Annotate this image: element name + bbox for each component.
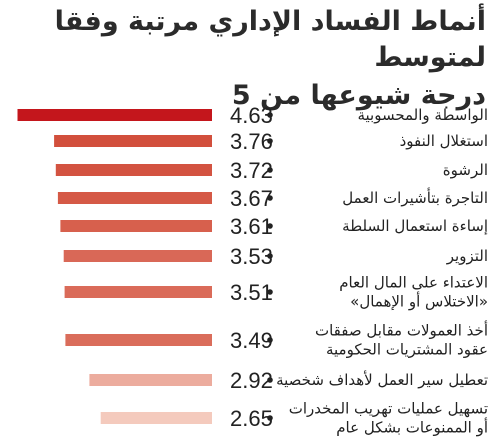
bullet-4 <box>267 195 273 201</box>
value-label-1: 4.63 <box>230 103 273 128</box>
bullet-9 <box>267 377 273 383</box>
title-line-2: درجة شيوعها من 5 <box>231 80 486 111</box>
category-label-8-line-2: عقود المشتريات الحكومية <box>326 341 488 359</box>
category-label-5: إساءة استعمال السلطة <box>342 217 488 235</box>
value-label-5: 3.61 <box>230 214 273 239</box>
category-label-3: الرشوة <box>443 161 488 179</box>
bullet-2 <box>267 138 273 144</box>
value-label-2: 3.76 <box>230 129 273 154</box>
bullet-5 <box>267 223 273 229</box>
category-label-9: تعطيل سير العمل لأهداف شخصية <box>276 370 488 389</box>
chart-title: أنماط الفساد الإداري مرتبة وفقا لمتوسط د… <box>16 4 486 114</box>
bar-9 <box>89 374 212 386</box>
bullet-8 <box>267 337 273 343</box>
value-label-8: 3.49 <box>230 328 273 353</box>
category-label-1: الواسطة والمحسوبية <box>357 106 488 124</box>
bar-1 <box>17 109 212 121</box>
category-label-6: التزوير <box>446 247 488 265</box>
value-label-9: 2.92 <box>230 368 273 393</box>
value-label-4: 3.67 <box>230 186 273 211</box>
bar-4 <box>57 192 213 204</box>
bullet-10 <box>267 415 273 421</box>
category-label-2: استغلال النفوذ <box>400 132 488 150</box>
bullet-7 <box>267 289 273 295</box>
category-label-10-line-2: أو الممنوعات بشكل عام <box>336 418 488 437</box>
bar-2 <box>54 135 212 147</box>
category-label-8-line-1: أخذ العمولات مقابل صفقات <box>315 321 488 340</box>
value-label-10: 2.65 <box>230 406 273 431</box>
bar-10 <box>100 412 212 424</box>
value-label-7: 3.51 <box>230 280 273 305</box>
bullet-3 <box>267 167 273 173</box>
title-line-1: أنماط الفساد الإداري مرتبة وفقا لمتوسط <box>54 6 486 73</box>
bar-3 <box>55 164 212 176</box>
bar-6 <box>63 250 213 262</box>
bullet-6 <box>267 253 273 259</box>
value-label-3: 3.72 <box>230 158 273 183</box>
category-label-7-line-1: الاعتداء على المال العام <box>339 274 488 292</box>
category-label-4: التاجرة بتأشيرات العمل <box>342 187 488 207</box>
bar-8 <box>65 334 213 346</box>
bullet-1 <box>267 112 273 118</box>
bar-7 <box>64 286 212 298</box>
category-label-7-line-2: «الاختلاس أو الإهمال» <box>350 292 488 311</box>
bar-5 <box>60 220 213 232</box>
category-label-10-line-1: تسهيل عمليات تهريب المخدرات <box>289 400 488 418</box>
value-label-6: 3.53 <box>230 244 273 269</box>
